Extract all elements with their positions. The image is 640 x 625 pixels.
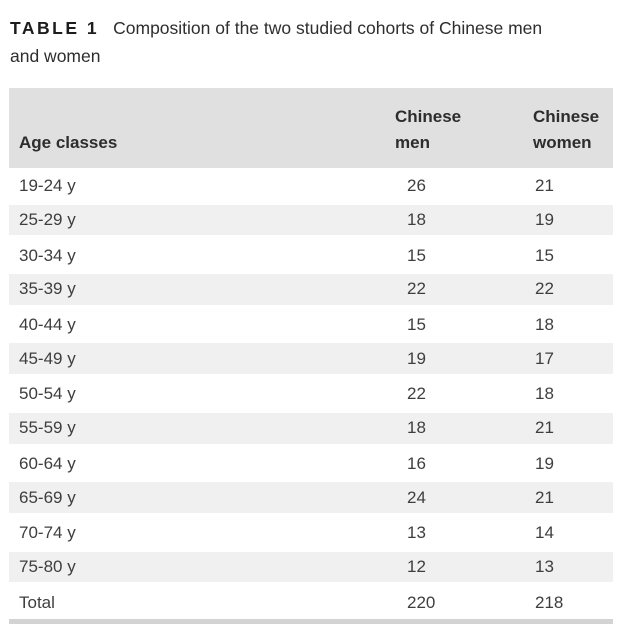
col-header-chinese-women: Chinese women <box>533 88 613 168</box>
age-class-cell: 50-54 y <box>9 376 395 411</box>
col-header-chinese-women-label: Chinese women <box>533 107 600 152</box>
table-label: TABLE 1 <box>10 18 100 38</box>
women-count-cell: 13 <box>533 549 613 585</box>
table-caption: TABLE 1 Composition of the two studied co… <box>10 14 545 70</box>
men-count-cell: 15 <box>395 237 533 273</box>
men-count-cell: 16 <box>395 445 533 481</box>
age-class-cell: 55-59 y <box>9 410 395 446</box>
table-row: 45-49 y 19 17 <box>9 341 613 377</box>
paper-table-figure: TABLE 1 Composition of the two studied co… <box>0 14 640 625</box>
table-row: 65-69 y 24 21 <box>9 480 613 515</box>
women-count-cell: 15 <box>533 237 613 273</box>
men-count-cell: 22 <box>395 272 533 307</box>
women-count-cell: 18 <box>533 376 613 411</box>
cohort-table: Age classes Chinese men Chinese women 19… <box>9 88 613 619</box>
age-class-cell: 35-39 y <box>9 272 395 307</box>
col-header-chinese-men: Chinese men <box>395 88 533 168</box>
women-count-cell: 21 <box>533 168 613 203</box>
table-row: 30-34 y 15 15 <box>9 237 613 273</box>
men-count-cell: 15 <box>395 306 533 342</box>
women-count-cell: 21 <box>533 480 613 515</box>
age-class-cell: Total <box>9 584 395 619</box>
table-body: 19-24 y 26 21 25-29 y 18 19 30-34 y 15 15 35-39 y… <box>9 168 613 619</box>
men-count-cell: 18 <box>395 410 533 446</box>
men-count-cell: 220 <box>395 584 533 619</box>
age-class-cell: 40-44 y <box>9 306 395 342</box>
total-row: Total 220 218 <box>9 584 613 619</box>
table-row: 40-44 y 15 18 <box>9 306 613 342</box>
age-class-cell: 75-80 y <box>9 549 395 585</box>
women-count-cell: 22 <box>533 272 613 307</box>
age-class-cell: 65-69 y <box>9 480 395 515</box>
men-count-cell: 13 <box>395 514 533 550</box>
table-bottom-rule <box>9 618 613 624</box>
table-row: 50-54 y 22 18 <box>9 376 613 411</box>
men-count-cell: 26 <box>395 168 533 203</box>
women-count-cell: 19 <box>533 445 613 481</box>
men-count-cell: 18 <box>395 202 533 238</box>
header-row: Age classes Chinese men Chinese women <box>9 88 613 168</box>
table-row: 25-29 y 18 19 <box>9 202 613 238</box>
men-count-cell: 12 <box>395 549 533 585</box>
women-count-cell: 19 <box>533 202 613 238</box>
women-count-cell: 14 <box>533 514 613 550</box>
men-count-cell: 19 <box>395 341 533 377</box>
women-count-cell: 218 <box>533 584 613 619</box>
age-class-cell: 60-64 y <box>9 445 395 481</box>
table-caption-text: Composition of the two studied cohorts o… <box>10 18 543 66</box>
table-row: 75-80 y 12 13 <box>9 549 613 585</box>
table-header: Age classes Chinese men Chinese women <box>9 88 613 168</box>
men-count-cell: 22 <box>395 376 533 411</box>
table-row: 60-64 y 16 19 <box>9 445 613 481</box>
table-row: 55-59 y 18 21 <box>9 410 613 446</box>
col-header-chinese-men-label: Chinese men <box>395 107 462 152</box>
age-class-cell: 25-29 y <box>9 202 395 238</box>
women-count-cell: 17 <box>533 341 613 377</box>
table-row: 19-24 y 26 21 <box>9 168 613 203</box>
women-count-cell: 21 <box>533 410 613 446</box>
table-row: 70-74 y 13 14 <box>9 514 613 550</box>
table-row: 35-39 y 22 22 <box>9 272 613 307</box>
age-class-cell: 70-74 y <box>9 514 395 550</box>
col-header-age-classes: Age classes <box>9 88 395 168</box>
women-count-cell: 18 <box>533 306 613 342</box>
men-count-cell: 24 <box>395 480 533 515</box>
age-class-cell: 19-24 y <box>9 168 395 203</box>
age-class-cell: 45-49 y <box>9 341 395 377</box>
age-class-cell: 30-34 y <box>9 237 395 273</box>
